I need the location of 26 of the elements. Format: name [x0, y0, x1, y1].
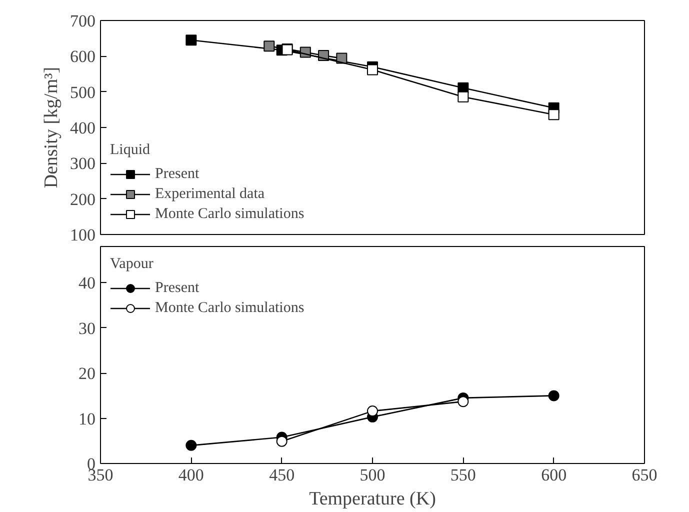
- y-tick-label: 200: [70, 190, 96, 209]
- legend-label: Monte Carlo simulations: [155, 206, 304, 222]
- y-tick-label: 400: [70, 118, 96, 138]
- x-tick-label: 450: [269, 466, 295, 484]
- legend-title: Liquid: [110, 142, 151, 159]
- y-tick-label: 20: [78, 364, 96, 384]
- legend-label: Present: [155, 280, 200, 296]
- x-axis-title: Temperature (K): [309, 488, 436, 510]
- x-tick-label: 500: [360, 466, 386, 484]
- y-tick-label: 30: [78, 318, 96, 338]
- legend-title: Vapour: [110, 256, 154, 273]
- x-tick-label: 650: [632, 466, 658, 484]
- y-tick-label: 10: [78, 409, 96, 428]
- legend-label: Experimental data: [155, 186, 265, 202]
- y-tick-label: 40: [78, 274, 96, 293]
- y-tick-label: 300: [70, 154, 96, 174]
- y-tick-label: 700: [70, 12, 96, 30]
- x-tick-label: 400: [178, 466, 204, 484]
- y-axis-title: Density [kg/m³]: [41, 66, 62, 188]
- y-tick-label: 600: [70, 47, 96, 66]
- x-tick-label: 550: [450, 466, 476, 484]
- legend-label: Monte Carlo simulations: [155, 300, 304, 316]
- legend-label: Present: [155, 166, 200, 182]
- x-tick-label: 600: [541, 466, 567, 484]
- y-tick-label: 100: [70, 226, 96, 244]
- y-tick-label: 500: [70, 82, 96, 102]
